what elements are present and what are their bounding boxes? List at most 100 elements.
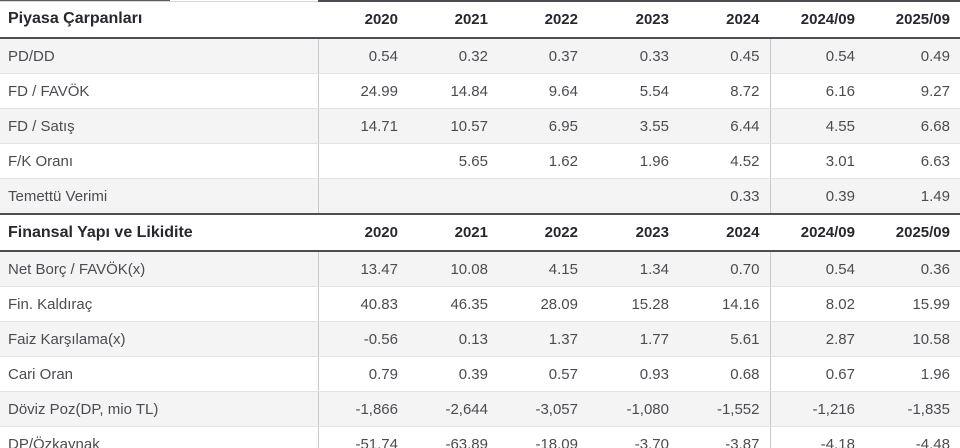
cell-value: 6.68 — [865, 108, 960, 144]
cell-value: 10.57 — [408, 108, 498, 144]
cell-value: 8.72 — [679, 73, 770, 109]
cell-value — [318, 178, 408, 215]
cell-value: 13.47 — [318, 251, 408, 287]
column-header-2025-09: 2025/09 — [865, 213, 960, 252]
section-title: Piyasa Çarpanları — [0, 0, 318, 39]
cell-value: 0.37 — [498, 38, 588, 74]
cell-value: 4.55 — [769, 108, 865, 144]
section-header-piyasa-carpanlari: Piyasa Çarpanları 2020 2021 2022 2023 2024 202… — [0, 0, 960, 39]
column-header-2022: 2022 — [498, 213, 588, 252]
cell-value: 6.95 — [498, 108, 588, 144]
cell-value — [318, 143, 408, 179]
cell-value: -3.70 — [588, 426, 679, 448]
row-label: Temettü Verimi — [0, 178, 319, 215]
cell-value: 1.62 — [498, 143, 588, 179]
column-header-2023: 2023 — [588, 0, 679, 39]
cell-value: 1.96 — [865, 356, 960, 392]
cell-value — [498, 178, 588, 215]
column-header-2022: 2022 — [498, 0, 588, 39]
cell-value: 0.33 — [588, 38, 679, 74]
cell-value: 1.49 — [865, 178, 960, 215]
cell-value: 2.87 — [769, 321, 865, 357]
cell-value: 0.54 — [769, 251, 865, 287]
cell-value: 6.44 — [679, 108, 770, 144]
column-header-2020: 2020 — [318, 0, 408, 39]
cell-value: 8.02 — [769, 286, 865, 322]
cell-value: 6.63 — [865, 143, 960, 179]
section-header-finansal-yapi-ve-likidite: Finansal Yapı ve Likidite 2020 2021 2022 202… — [0, 213, 960, 252]
cell-value — [588, 178, 679, 215]
table-row-f-k-orani: F/K Oranı 5.65 1.62 1.96 4.52 3.01 6.63 — [0, 143, 960, 179]
cell-value: 3.01 — [769, 143, 865, 179]
cell-value: 6.16 — [769, 73, 865, 109]
cell-value: 0.57 — [498, 356, 588, 392]
cell-value: 0.70 — [679, 251, 770, 287]
cell-value: 0.49 — [865, 38, 960, 74]
table-row-doviz-poz-dp-mio-tl: Döviz Poz(DP, mio TL) -1,866 -2,644 -3,057-… — [0, 391, 960, 427]
table-row-pd-dd: PD/DD 0.54 0.32 0.37 0.33 0.45 0.54 0.49 — [0, 38, 960, 74]
cell-value: 9.27 — [865, 73, 960, 109]
table-row-faiz-karsilama-x: Faiz Karşılama(x) -0.56 0.13 1.37 1.77 5.61 2.… — [0, 321, 960, 357]
cell-value: 0.93 — [588, 356, 679, 392]
cell-value: 5.65 — [408, 143, 498, 179]
cell-value: 40.83 — [318, 286, 408, 322]
cell-value: 5.61 — [679, 321, 770, 357]
cell-value: 0.13 — [408, 321, 498, 357]
column-header-2021: 2021 — [408, 0, 498, 39]
row-label: Fin. Kaldıraç — [0, 286, 319, 322]
cell-value: 4.52 — [679, 143, 770, 179]
cell-value: -1,080 — [588, 391, 679, 427]
column-header-2020: 2020 — [318, 213, 408, 252]
cell-value: 0.45 — [679, 38, 770, 74]
cell-value: 0.32 — [408, 38, 498, 74]
cell-value: 15.99 — [865, 286, 960, 322]
cell-value: 4.15 — [498, 251, 588, 287]
row-label: FD / Satış — [0, 108, 319, 144]
column-header-2025-09: 2025/09 — [865, 0, 960, 39]
row-label: DP/Özkaynak — [0, 426, 319, 448]
cell-value: 0.68 — [679, 356, 770, 392]
cell-value: 0.54 — [318, 38, 408, 74]
cell-value: 46.35 — [408, 286, 498, 322]
cell-value: 1.77 — [588, 321, 679, 357]
cell-value: -1,866 — [318, 391, 408, 427]
table-row-fd-favok: FD / FAVÖK 24.99 14.84 9.64 5.54 8.72 6.16 9.27 — [0, 73, 960, 109]
section-title: Finansal Yapı ve Likidite — [0, 213, 318, 252]
row-label: F/K Oranı — [0, 143, 319, 179]
row-label: Faiz Karşılama(x) — [0, 321, 319, 357]
cell-value: 0.79 — [318, 356, 408, 392]
cell-value: 15.28 — [588, 286, 679, 322]
row-label: Döviz Poz(DP, mio TL) — [0, 391, 319, 427]
top-rule-fragment — [0, 0, 170, 1]
cell-value: -1,216 — [769, 391, 865, 427]
table-row-dp-ozkaynak: DP/Özkaynak -51.74 -63.89 -18.09 -3.70 -3.87-… — [0, 426, 960, 448]
cell-value — [408, 178, 498, 215]
cell-value: 5.54 — [588, 73, 679, 109]
cell-value: 1.34 — [588, 251, 679, 287]
cell-value: -63.89 — [408, 426, 498, 448]
cell-value: -0.56 — [318, 321, 408, 357]
cell-value: -3,057 — [498, 391, 588, 427]
cell-value: -3.87 — [679, 426, 770, 448]
row-label: Net Borç / FAVÖK(x) — [0, 251, 319, 287]
cell-value: 10.58 — [865, 321, 960, 357]
row-label: PD/DD — [0, 38, 319, 74]
cell-value: 14.71 — [318, 108, 408, 144]
column-header-2023: 2023 — [588, 213, 679, 252]
cell-value: 0.39 — [769, 178, 865, 215]
table-row-fin-kaldirac: Fin. Kaldıraç 40.83 46.35 28.09 15.28 14.16 8.… — [0, 286, 960, 322]
cell-value: -4.18 — [769, 426, 865, 448]
row-label: Cari Oran — [0, 356, 319, 392]
cell-value: -1,552 — [679, 391, 770, 427]
cell-value: 10.08 — [408, 251, 498, 287]
cell-value: 0.36 — [865, 251, 960, 287]
cell-value: 1.37 — [498, 321, 588, 357]
cell-value: 3.55 — [588, 108, 679, 144]
cell-value: 0.39 — [408, 356, 498, 392]
cell-value: 0.54 — [769, 38, 865, 74]
cell-value: 0.67 — [769, 356, 865, 392]
table-row-cari-oran: Cari Oran 0.79 0.39 0.57 0.93 0.68 0.67 1.96 — [0, 356, 960, 392]
cell-value: -4.48 — [865, 426, 960, 448]
